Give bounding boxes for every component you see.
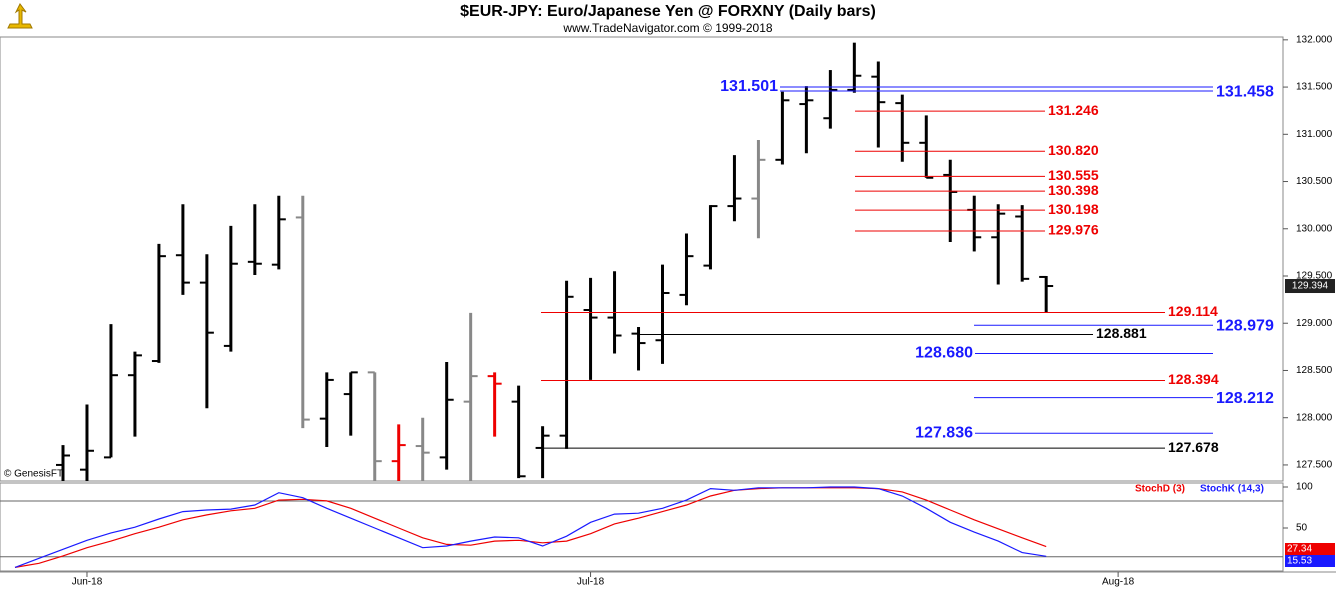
stoch-last-box: [1285, 543, 1335, 555]
level-label: 128.979: [1216, 317, 1274, 334]
stoch-tick-label: 100: [1296, 482, 1313, 493]
level-label: 130.820: [1048, 142, 1099, 158]
x-tick-label: Jul-18: [577, 577, 605, 588]
level-label: 131.501: [720, 78, 778, 95]
level-label: 128.881: [1096, 325, 1147, 341]
legend-entry: StochD (3): [1135, 484, 1185, 495]
chart-title: $EUR-JPY: Euro/Japanese Yen @ FORXNY (Da…: [460, 3, 876, 20]
y-tick-label: 130.500: [1296, 176, 1333, 187]
y-tick-label: 131.000: [1296, 129, 1333, 140]
level-label: 131.246: [1048, 102, 1099, 118]
stoch-last-box: [1285, 555, 1335, 567]
y-tick-label: 131.500: [1296, 82, 1333, 93]
source-note: © GenesisFT: [4, 469, 63, 480]
level-label: 130.555: [1048, 167, 1099, 183]
x-tick-label: Jun-18: [72, 577, 103, 588]
y-tick-label: 128.500: [1296, 365, 1333, 376]
last-price-box: [1285, 279, 1335, 294]
stoch-last-label: 27.34: [1287, 544, 1312, 555]
y-tick-label: 129.500: [1296, 271, 1333, 282]
legend-entry: StochK (14,3): [1200, 484, 1264, 495]
level-label: 130.198: [1048, 201, 1099, 217]
level-label: 129.114: [1168, 303, 1218, 319]
level-label: 128.212: [1216, 390, 1274, 407]
y-tick-label: 127.500: [1296, 460, 1333, 471]
stoch-line: [14, 486, 1047, 568]
last-price-label: 129.394: [1292, 281, 1329, 292]
level-label: 129.976: [1048, 222, 1099, 238]
x-tick-label: Aug-18: [1102, 577, 1135, 588]
y-tick-label: 129.000: [1296, 318, 1333, 329]
level-label: 128.394: [1168, 371, 1219, 387]
level-label: 131.458: [1216, 83, 1274, 100]
level-label: 127.836: [915, 424, 973, 441]
level-label: 127.678: [1168, 439, 1219, 455]
chart-subtitle: www.TradeNavigator.com © 1999-2018: [562, 21, 772, 35]
stoch-last-label: 15.53: [1287, 556, 1312, 567]
y-tick-label: 132.000: [1296, 34, 1333, 45]
price-pane: [0, 36, 1284, 482]
y-tick-label: 128.000: [1296, 412, 1333, 423]
y-tick-label: 130.000: [1296, 223, 1333, 234]
stoch-tick-label: 50: [1296, 523, 1308, 534]
logo: [7, 3, 33, 29]
stoch-pane: [0, 482, 1284, 572]
level-label: 130.398: [1048, 182, 1099, 198]
level-label: 128.680: [915, 345, 973, 362]
